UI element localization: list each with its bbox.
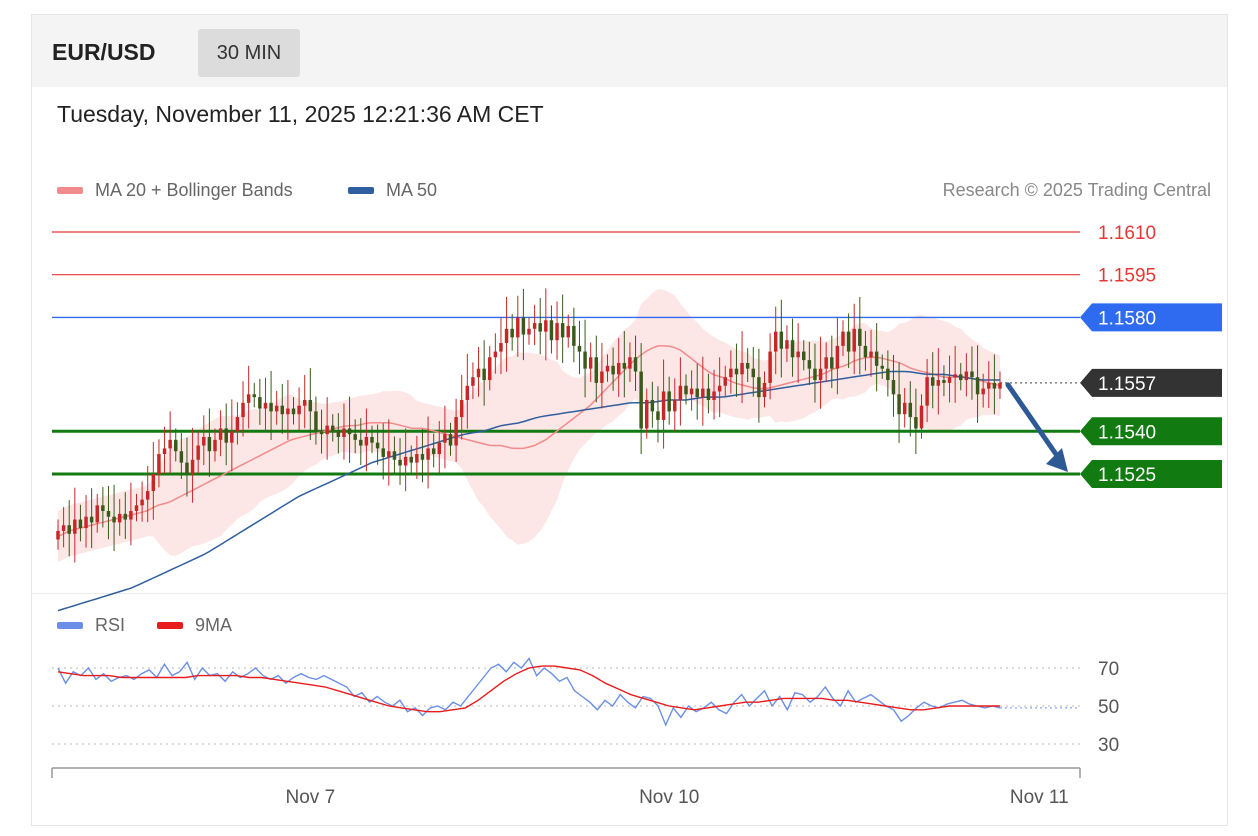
chart-card: EUR/USD 30 MIN Tuesday, November 11, 202…	[31, 14, 1228, 826]
rsi-swatch	[57, 622, 83, 629]
rsi-ma-swatch	[157, 622, 183, 629]
symbol-title: EUR/USD	[52, 39, 156, 65]
copyright-text: Research © 2025 Trading Central	[942, 180, 1211, 200]
chart-header: EUR/USD 30 MIN	[32, 15, 1227, 87]
pane-divider	[32, 593, 1227, 594]
rsi-legend-label: RSI	[95, 615, 126, 635]
ma50-legend-label: MA 50	[386, 180, 438, 200]
ma50-swatch	[348, 187, 374, 194]
legend-ma50: MA 50	[348, 180, 437, 201]
ma20-swatch	[57, 187, 83, 194]
ma20-legend-label: MA 20 + Bollinger Bands	[95, 180, 293, 200]
timestamp: Tuesday, November 11, 2025 12:21:36 AM C…	[57, 101, 544, 127]
rsi-ma-legend-label: 9MA	[195, 615, 233, 635]
legend-rsi-ma: 9MA	[157, 615, 232, 636]
timeframe-button[interactable]: 30 MIN	[198, 29, 300, 77]
legend-rsi: RSI	[57, 615, 125, 636]
legend-ma20: MA 20 + Bollinger Bands	[57, 180, 293, 201]
